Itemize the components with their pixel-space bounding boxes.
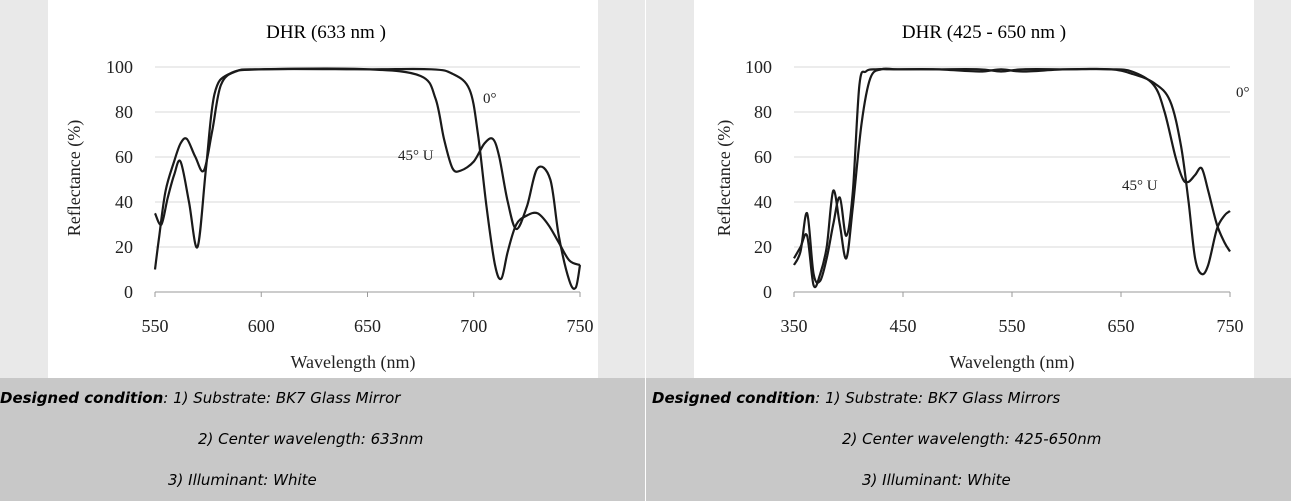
series-line-0deg: [793, 67, 1231, 284]
x-tick-label: 550: [999, 316, 1026, 336]
series-line-45deg-u: [793, 67, 1231, 289]
x-tick-label: 600: [248, 316, 275, 336]
chart-background: DHR (633 nm ) 0 20 40 60 80 100 550 600 650 700 7…: [0, 0, 645, 378]
chart-canvas-bg: [694, 0, 1254, 378]
x-tick-labels: 350 450 550 650 750: [781, 316, 1244, 336]
caption-center-wavelength: 2) Center wavelength: 633nm: [198, 430, 424, 448]
caption-line-3: 3) Illuminant: White: [646, 460, 1291, 501]
y-tick-label: 80: [754, 102, 772, 122]
caption-substrate: : 1) Substrate: BK7 Glass Mirror: [163, 389, 401, 407]
x-axis-label: Wavelength (nm): [949, 352, 1074, 373]
caption-block: Designed condition: 1) Substrate: BK7 Gl…: [0, 378, 645, 501]
y-tick-label: 20: [754, 237, 772, 257]
annotation-0deg: 0°: [1236, 85, 1250, 101]
caption-block: Designed condition: 1) Substrate: BK7 Gl…: [646, 378, 1291, 501]
x-tick-label: 650: [1108, 316, 1135, 336]
y-tick-label: 20: [115, 237, 133, 257]
caption-illuminant: 3) Illuminant: White: [168, 471, 317, 489]
y-tick-label: 0: [124, 282, 133, 302]
series-lines: [793, 67, 1231, 289]
y-tick-label: 40: [754, 192, 772, 212]
annotation-45deg-u: 45° U: [398, 148, 434, 164]
caption-illuminant: 3) Illuminant: White: [862, 471, 1011, 489]
caption-line-2: 2) Center wavelength: 425-650nm: [646, 419, 1291, 460]
x-tick-label: 450: [890, 316, 917, 336]
y-tick-labels: 0 20 40 60 80 100: [106, 57, 133, 302]
caption-substrate: : 1) Substrate: BK7 Glass Mirrors: [815, 389, 1061, 407]
chart-panel-633: DHR (633 nm ) 0 20 40 60 80 100 550 600 650 700 7…: [0, 0, 645, 502]
dhr-633-chart: DHR (633 nm ) 0 20 40 60 80 100 550 600 650 700 7…: [64, 22, 594, 373]
y-tick-labels: 0 20 40 60 80 100: [745, 57, 772, 302]
series-lines: [153, 67, 582, 290]
x-axis-label: Wavelength (nm): [290, 352, 415, 373]
series-line-45deg-u: [153, 67, 582, 290]
annotation-45deg-u: 45° U: [1122, 178, 1158, 194]
annotation-0deg: 0°: [483, 91, 497, 107]
gridlines: [793, 66, 1231, 297]
x-tick-label: 550: [142, 316, 169, 336]
dhr-425-650-chart: DHR (425 - 650 nm ) 0 20 40 60 80 100 350 450 5…: [714, 22, 1250, 373]
chart-canvas-bg: [48, 0, 598, 378]
y-tick-label: 60: [115, 147, 133, 167]
x-tick-label: 350: [781, 316, 808, 336]
caption-lead: Designed condition: [652, 389, 816, 407]
x-tick-label: 750: [567, 316, 594, 336]
y-axis-label: Reflectance (%): [64, 120, 85, 236]
y-tick-label: 100: [745, 57, 772, 77]
caption-line-1: Designed condition: 1) Substrate: BK7 Gl…: [646, 378, 1291, 419]
x-tick-labels: 550 600 650 700 750: [142, 316, 594, 336]
y-axis-label: Reflectance (%): [714, 120, 735, 236]
caption-lead: Designed condition: [0, 389, 164, 407]
series-line-0deg: [154, 67, 581, 281]
caption-line-3: 3) Illuminant: White: [0, 460, 645, 501]
y-tick-label: 100: [106, 57, 133, 77]
chart-panel-425-650: DHR (425 - 650 nm ) 0 20 40 60 80 100 350 450 5…: [646, 0, 1291, 502]
panel-divider: [645, 0, 646, 502]
y-tick-label: 80: [115, 102, 133, 122]
gridlines: [154, 66, 581, 297]
y-tick-label: 40: [115, 192, 133, 212]
x-tick-label: 650: [354, 316, 381, 336]
y-tick-label: 0: [763, 282, 772, 302]
x-tick-label: 750: [1217, 316, 1244, 336]
chart-title: DHR (425 - 650 nm ): [902, 22, 1066, 43]
caption-center-wavelength: 2) Center wavelength: 425-650nm: [842, 430, 1102, 448]
x-tick-label: 700: [460, 316, 487, 336]
chart-title: DHR (633 nm ): [266, 22, 386, 43]
caption-line-2: 2) Center wavelength: 633nm: [0, 419, 645, 460]
y-tick-label: 60: [754, 147, 772, 167]
caption-line-1: Designed condition: 1) Substrate: BK7 Gl…: [0, 378, 645, 419]
chart-background: DHR (425 - 650 nm ) 0 20 40 60 80 100 350 450 5…: [646, 0, 1291, 378]
